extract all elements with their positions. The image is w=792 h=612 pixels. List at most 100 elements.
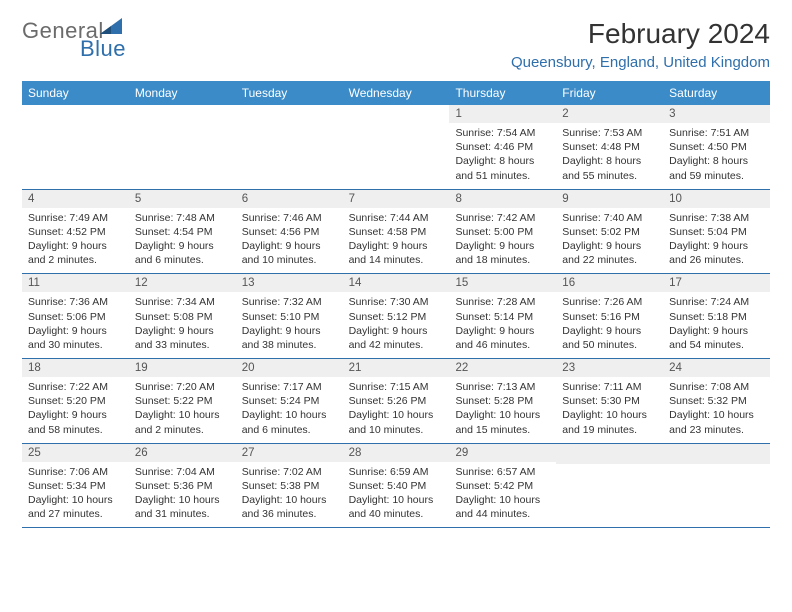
day-line: Daylight: 10 hours and 2 minutes. <box>135 408 230 436</box>
day-line: Sunset: 5:02 PM <box>562 225 657 239</box>
day-line: Sunrise: 7:54 AM <box>455 126 550 140</box>
day-body <box>236 125 343 134</box>
day-line: Sunset: 5:30 PM <box>562 394 657 408</box>
week-row: 1 Sunrise: 7:54 AMSunset: 4:46 PM Daylight… <box>22 105 770 190</box>
logo-text-blue: Blue <box>80 36 126 62</box>
day-cell: 14Sunrise: 7:30 AMSunset: 5:12 PMDayligh… <box>343 274 450 358</box>
day-body: Sunrise: 7:11 AMSunset: 5:30 PMDaylight:… <box>556 377 663 443</box>
day-line: Sunrise: 7:26 AM <box>562 295 657 309</box>
day-body <box>343 125 450 134</box>
day-cell: 7Sunrise: 7:44 AMSunset: 4:58 PMDaylight… <box>343 190 450 274</box>
day-line: Sunset: 5:04 PM <box>669 225 764 239</box>
week-row: 18 Sunrise: 7:22 AMSunset: 5:20 PM Dayligh… <box>22 359 770 444</box>
day-line: Sunset: 4:50 PM <box>669 140 764 154</box>
day-cell <box>663 444 770 528</box>
day-line: Sunrise: 7:20 AM <box>135 380 230 394</box>
month-title: February 2024 <box>511 18 770 50</box>
day-cell: 3Sunrise: 7:51 AMSunset: 4:50 PMDaylight… <box>663 105 770 189</box>
day-line: Sunset: 5:38 PM <box>242 479 337 493</box>
day-line: Daylight: 9 hours and 18 minutes. <box>455 239 550 267</box>
day-line: Sunrise: 7:51 AM <box>669 126 764 140</box>
day-number: 15 <box>449 274 556 292</box>
day-line: Daylight: 10 hours and 6 minutes. <box>242 408 337 436</box>
week-row: 11Sunrise: 7:36 AMSunset: 5:06 PMDayligh… <box>22 274 770 359</box>
day-body: Sunrise: 7:40 AMSunset: 5:02 PMDaylight:… <box>556 208 663 274</box>
day-header-saturday: Saturday <box>663 81 770 105</box>
day-line: Daylight: 9 hours and 14 minutes. <box>349 239 444 267</box>
day-cell: 18Sunrise: 7:22 AMSunset: 5:20 PMDayligh… <box>22 359 129 443</box>
day-line: Sunset: 5:16 PM <box>562 310 657 324</box>
day-number: 20 <box>236 359 343 377</box>
day-line: Sunrise: 7:53 AM <box>562 126 657 140</box>
day-line: Sunrise: 7:22 AM <box>28 380 123 394</box>
day-cell: 6Sunrise: 7:46 AMSunset: 4:56 PMDaylight… <box>236 190 343 274</box>
day-line: Sunset: 4:54 PM <box>135 225 230 239</box>
day-number: 21 <box>343 359 450 377</box>
day-number: 29 <box>449 444 556 462</box>
day-body: Sunrise: 7:46 AMSunset: 4:56 PMDaylight:… <box>236 208 343 274</box>
day-number: 23 <box>556 359 663 377</box>
title-block: February 2024 Queensbury, England, Unite… <box>511 18 770 71</box>
day-body: Sunrise: 7:08 AMSunset: 5:32 PMDaylight:… <box>663 377 770 443</box>
day-number: 19 <box>129 359 236 377</box>
day-body: Sunrise: 7:20 AMSunset: 5:22 PMDaylight:… <box>129 377 236 443</box>
day-body: Sunrise: 7:51 AMSunset: 4:50 PMDaylight:… <box>663 123 770 189</box>
day-cell: 22Sunrise: 7:13 AMSunset: 5:28 PMDayligh… <box>449 359 556 443</box>
day-body <box>663 464 770 473</box>
day-cell <box>129 105 236 189</box>
day-line: Sunset: 4:46 PM <box>455 140 550 154</box>
day-number: 3 <box>663 105 770 123</box>
day-line: Sunrise: 7:36 AM <box>28 295 123 309</box>
day-body: Sunrise: 7:34 AMSunset: 5:08 PMDaylight:… <box>129 292 236 358</box>
day-line: Daylight: 8 hours and 55 minutes. <box>562 154 657 182</box>
day-line: Sunset: 5:00 PM <box>455 225 550 239</box>
day-header-sunday: Sunday <box>22 81 129 105</box>
day-header-row: SundayMondayTuesdayWednesdayThursdayFrid… <box>22 81 770 105</box>
day-number: 18 <box>22 359 129 377</box>
day-line: Sunrise: 7:24 AM <box>669 295 764 309</box>
day-number: 9 <box>556 190 663 208</box>
day-line: Daylight: 9 hours and 22 minutes. <box>562 239 657 267</box>
day-line: Sunrise: 7:46 AM <box>242 211 337 225</box>
day-number: 12 <box>129 274 236 292</box>
day-cell: 23Sunrise: 7:11 AMSunset: 5:30 PMDayligh… <box>556 359 663 443</box>
day-cell <box>236 105 343 189</box>
day-line: Daylight: 10 hours and 27 minutes. <box>28 493 123 521</box>
day-line: Sunset: 5:20 PM <box>28 394 123 408</box>
day-body: Sunrise: 7:24 AMSunset: 5:18 PMDaylight:… <box>663 292 770 358</box>
day-number: 11 <box>22 274 129 292</box>
day-line: Sunrise: 7:40 AM <box>562 211 657 225</box>
day-cell: 8Sunrise: 7:42 AMSunset: 5:00 PMDaylight… <box>449 190 556 274</box>
page: General Blue February 2024 Queensbury, E… <box>0 0 792 528</box>
day-number <box>556 444 663 464</box>
day-body: Sunrise: 7:30 AMSunset: 5:12 PMDaylight:… <box>343 292 450 358</box>
day-cell: 20Sunrise: 7:17 AMSunset: 5:24 PMDayligh… <box>236 359 343 443</box>
day-header-wednesday: Wednesday <box>343 81 450 105</box>
day-cell: 25Sunrise: 7:06 AMSunset: 5:34 PMDayligh… <box>22 444 129 528</box>
day-body: Sunrise: 7:15 AMSunset: 5:26 PMDaylight:… <box>343 377 450 443</box>
day-line: Sunset: 5:26 PM <box>349 394 444 408</box>
day-cell: 1Sunrise: 7:54 AMSunset: 4:46 PMDaylight… <box>449 105 556 189</box>
day-line: Sunrise: 7:44 AM <box>349 211 444 225</box>
day-number: 7 <box>343 190 450 208</box>
day-header-thursday: Thursday <box>449 81 556 105</box>
day-line: Sunrise: 7:02 AM <box>242 465 337 479</box>
day-body: Sunrise: 7:04 AMSunset: 5:36 PMDaylight:… <box>129 462 236 528</box>
day-line: Sunrise: 7:32 AM <box>242 295 337 309</box>
day-line: Daylight: 9 hours and 10 minutes. <box>242 239 337 267</box>
day-number: 1 <box>449 105 556 123</box>
day-line: Sunset: 5:28 PM <box>455 394 550 408</box>
day-line: Sunrise: 7:48 AM <box>135 211 230 225</box>
day-body: Sunrise: 7:06 AMSunset: 5:34 PMDaylight:… <box>22 462 129 528</box>
day-cell: 26Sunrise: 7:04 AMSunset: 5:36 PMDayligh… <box>129 444 236 528</box>
day-number: 17 <box>663 274 770 292</box>
day-cell: 10Sunrise: 7:38 AMSunset: 5:04 PMDayligh… <box>663 190 770 274</box>
day-body: Sunrise: 7:49 AMSunset: 4:52 PMDaylight:… <box>22 208 129 274</box>
day-cell <box>556 444 663 528</box>
day-cell: 19Sunrise: 7:20 AMSunset: 5:22 PMDayligh… <box>129 359 236 443</box>
day-cell: 15Sunrise: 7:28 AMSunset: 5:14 PMDayligh… <box>449 274 556 358</box>
day-cell <box>22 105 129 189</box>
day-line: Sunset: 5:08 PM <box>135 310 230 324</box>
day-line: Sunset: 4:48 PM <box>562 140 657 154</box>
weeks-container: 1 Sunrise: 7:54 AMSunset: 4:46 PM Daylight… <box>22 105 770 528</box>
